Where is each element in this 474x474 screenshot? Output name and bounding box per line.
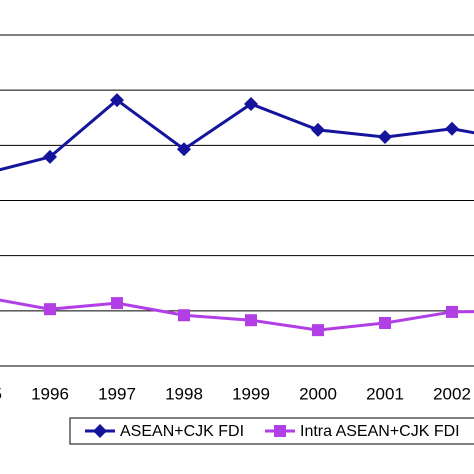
legend-marker <box>93 424 107 438</box>
data-point <box>245 314 257 327</box>
data-point <box>378 130 392 145</box>
data-point <box>379 316 391 329</box>
data-point <box>445 121 459 136</box>
x-tick-label: 1997 <box>98 384 136 403</box>
data-point <box>110 93 124 108</box>
x-tick-label: 2002 <box>433 384 471 403</box>
data-point <box>44 303 56 316</box>
x-tick-label: 1999 <box>232 384 270 403</box>
x-tick-label: 2000 <box>299 384 337 403</box>
x-tick-label: 1995 <box>0 384 2 403</box>
legend-marker <box>274 425 286 437</box>
data-point <box>244 96 258 111</box>
series-line <box>0 298 474 332</box>
data-point <box>43 149 57 164</box>
x-tick-label: 1998 <box>165 384 203 403</box>
data-point <box>177 142 191 157</box>
x-tick-label: 2001 <box>366 384 404 403</box>
x-tick-label: 1996 <box>31 384 69 403</box>
data-point <box>446 305 458 318</box>
legend-label: Intra ASEAN+CJK FDI <box>300 423 460 440</box>
data-point <box>178 309 190 322</box>
data-point <box>311 122 325 137</box>
series-line <box>0 98 474 172</box>
legend-label: ASEAN+CJK FDI <box>120 423 244 440</box>
data-point <box>111 297 123 310</box>
data-point <box>312 324 324 337</box>
